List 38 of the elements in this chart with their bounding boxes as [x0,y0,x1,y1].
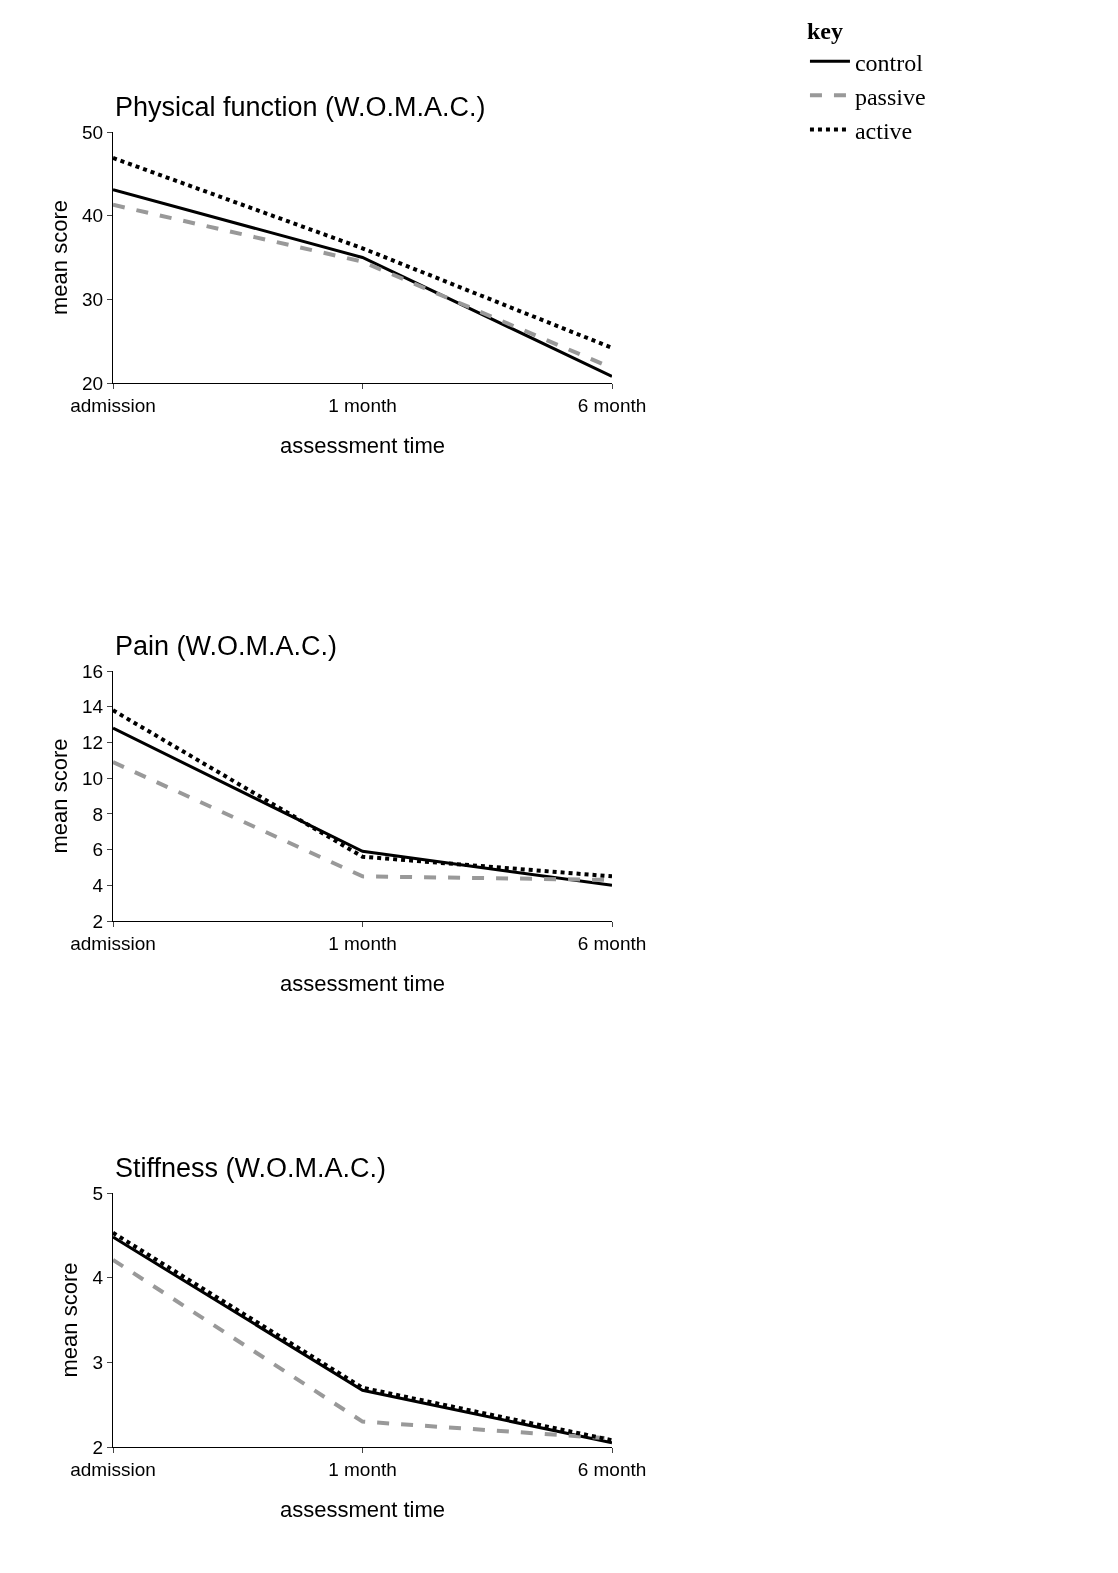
x-tick-label: 1 month [328,932,397,954]
x-tick-label: admission [70,932,156,954]
x-tick-label: 6 month [577,394,647,416]
y-axis-title: mean score [46,738,72,854]
y-tick-label: 8 [92,803,104,825]
legend-label: control [854,49,924,76]
y-tick-label: 16 [82,660,104,682]
y-tick-label: 4 [92,874,104,896]
x-tick-label: 6 month [577,1458,647,1480]
y-tick-label: 3 [92,1351,104,1373]
chart-title: Physical function (W.O.M.A.C.) [115,92,486,122]
y-tick-label: 12 [82,732,104,754]
y-axis-title: mean score [46,200,72,315]
legend-label: active [854,117,913,144]
y-tick-label: 4 [92,1267,104,1289]
y-tick-label: 2 [92,1436,104,1458]
y-tick-label: 2 [92,910,104,932]
x-tick-label: admission [70,1458,156,1480]
y-axis-title: mean score [57,1262,83,1378]
chart-title: Stiffness (W.O.M.A.C.) [115,1153,387,1183]
x-tick-label: 1 month [328,394,397,416]
x-axis-title: assessment time [279,432,446,458]
y-tick-label: 6 [92,839,104,861]
x-axis-title: assessment time [279,1496,446,1522]
y-tick-label: 20 [82,372,104,394]
y-tick-label: 5 [92,1182,104,1204]
legend-title: key [806,18,843,45]
y-tick-label: 40 [82,205,104,227]
y-tick-label: 10 [82,767,104,789]
x-tick-label: 6 month [577,932,647,954]
chart-title: Pain (W.O.M.A.C.) [115,631,338,661]
y-tick-label: 30 [82,288,104,310]
y-tick-label: 50 [82,121,104,143]
x-axis-title: assessment time [279,970,446,996]
y-tick-label: 14 [82,696,104,718]
x-tick-label: admission [70,394,156,416]
legend-label: passive [854,83,926,110]
x-tick-label: 1 month [328,1458,397,1480]
